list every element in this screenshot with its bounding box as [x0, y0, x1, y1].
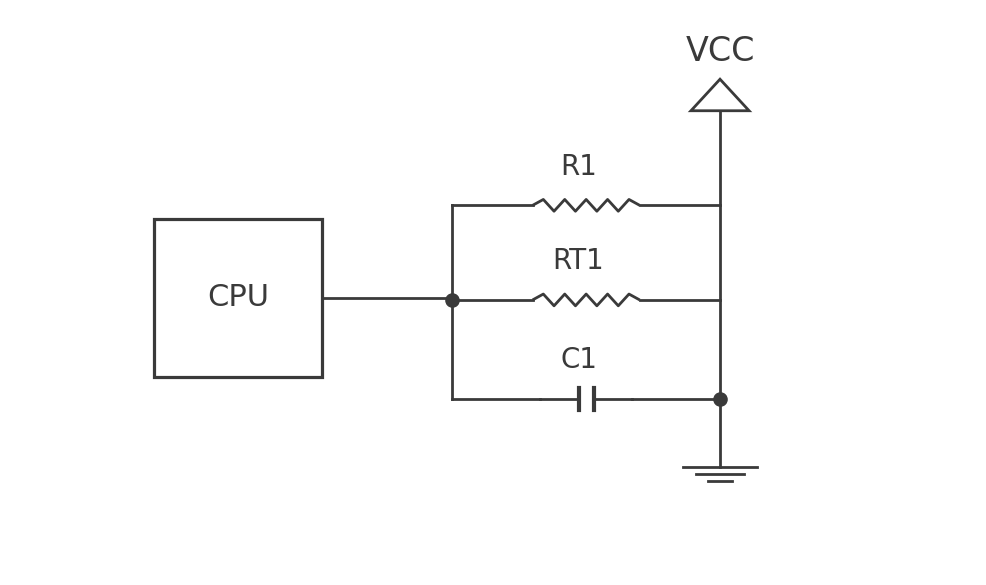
Text: R1: R1	[559, 153, 597, 181]
Text: VCC: VCC	[684, 35, 754, 68]
Text: C1: C1	[559, 346, 597, 374]
Point	[444, 295, 459, 305]
FancyBboxPatch shape	[154, 219, 321, 377]
Text: RT1: RT1	[552, 247, 603, 275]
Point	[712, 394, 728, 404]
Text: CPU: CPU	[207, 283, 269, 312]
